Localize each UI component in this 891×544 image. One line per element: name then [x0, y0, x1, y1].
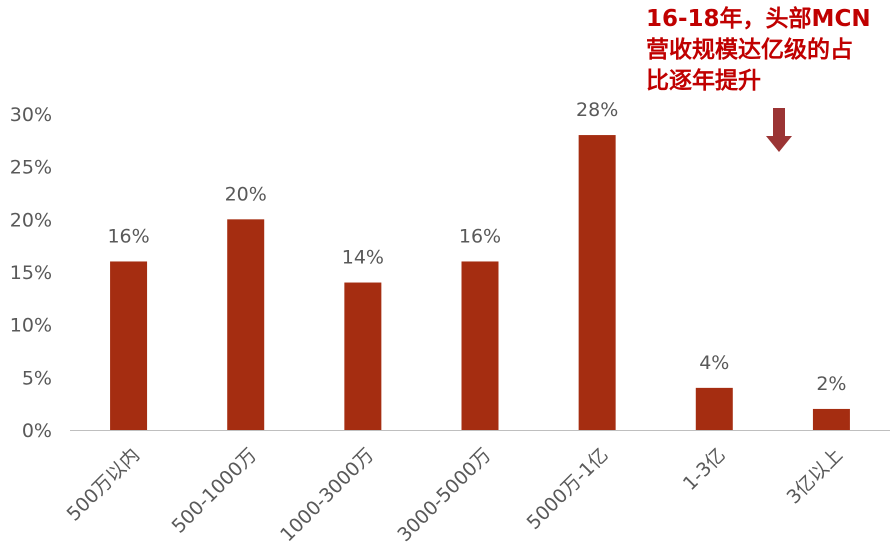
y-tick-label: 5%	[22, 367, 52, 389]
bars	[110, 135, 850, 431]
data-label: 28%	[576, 99, 618, 121]
bar	[110, 261, 148, 430]
x-tick-label: 1-3亿	[679, 444, 730, 495]
data-label: 20%	[225, 183, 267, 205]
data-label: 16%	[107, 225, 149, 247]
x-tick-label: 500-1000万	[168, 444, 262, 538]
x-tick-label: 3000-5000万	[393, 444, 495, 544]
bar	[227, 219, 265, 430]
data-label: 2%	[816, 373, 846, 395]
y-tick-label: 0%	[22, 420, 52, 442]
bar	[344, 282, 382, 430]
y-tick-label: 15%	[10, 262, 52, 284]
data-label: 14%	[342, 247, 384, 269]
down-arrow-icon	[766, 108, 792, 152]
annotation-line-1: 16-18年，头部MCN	[646, 6, 871, 32]
data-label: 4%	[699, 352, 729, 374]
x-tick-label: 1000-3000万	[276, 444, 378, 544]
data-label: 16%	[459, 225, 501, 247]
bar	[578, 135, 616, 431]
y-tick-label: 30%	[10, 104, 52, 126]
data-labels: 16% 20% 14% 16% 28% 4% 2%	[107, 99, 846, 395]
y-tick-label: 25%	[10, 157, 52, 179]
y-tick-label: 10%	[10, 315, 52, 337]
x-tick-label: 3亿以上	[783, 444, 847, 508]
x-tick-label: 500万以内	[63, 444, 145, 526]
bar	[461, 261, 499, 430]
x-axis-ticks: 500万以内 500-1000万 1000-3000万 3000-5000万 5000万…	[63, 444, 847, 544]
bar	[695, 387, 733, 430]
y-axis-ticks: 0% 5% 10% 15% 20% 25% 30%	[10, 104, 52, 442]
y-tick-label: 20%	[10, 209, 52, 231]
bar	[812, 408, 850, 430]
annotation-text: 16-18年，头部MCN 营收规模达亿级的占 比逐年提升	[646, 4, 891, 97]
annotation-line-3: 比逐年提升	[646, 68, 761, 94]
annotation-line-2: 营收规模达亿级的占	[646, 37, 853, 63]
x-tick-label: 5000万-1亿	[523, 444, 613, 534]
